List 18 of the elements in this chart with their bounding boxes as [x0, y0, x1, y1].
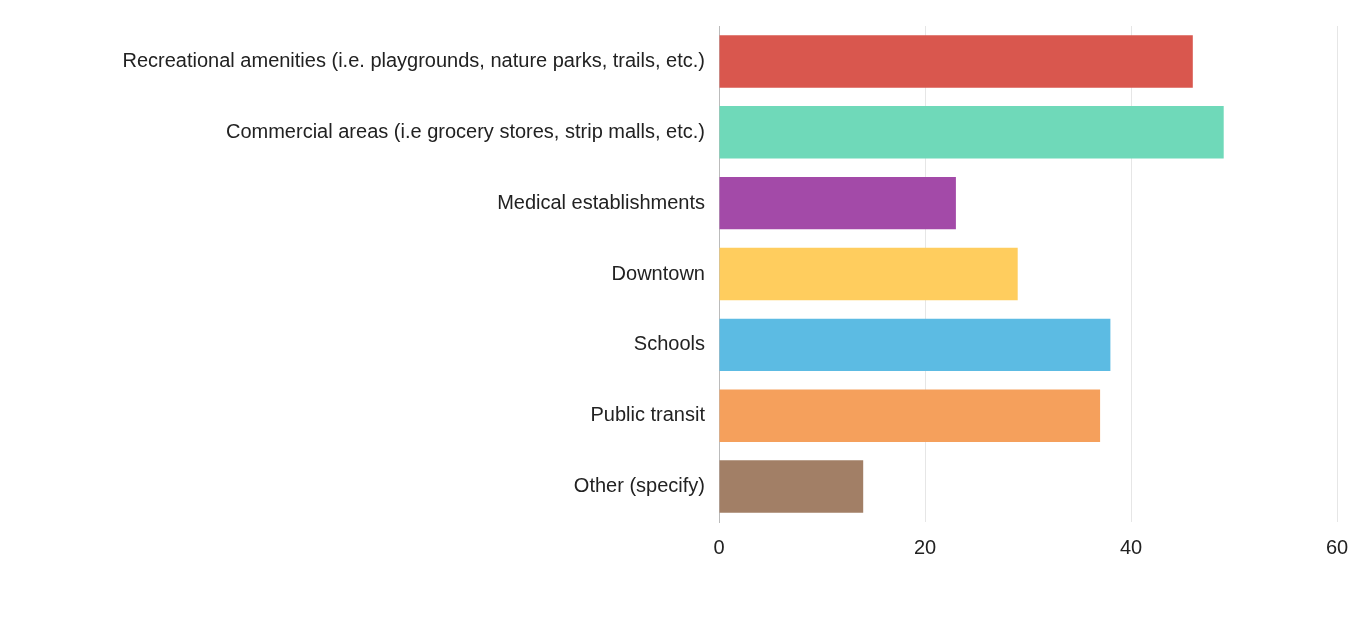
x-tick-label: 40	[1119, 535, 1143, 558]
bar	[719, 389, 1101, 442]
x-tick-label: 20	[913, 535, 937, 558]
x-tick-label: 60	[1325, 535, 1349, 558]
bar	[719, 176, 956, 230]
bar	[719, 318, 1111, 372]
bar	[719, 35, 1193, 88]
bar	[719, 106, 1224, 159]
y-tick-label: Commercial areas (i.e grocery stores, strip malls, etc.)	[225, 119, 705, 142]
bar	[719, 460, 864, 513]
x-tick-label: 0	[713, 535, 725, 558]
y-tick-label: Schools	[633, 332, 705, 355]
y-tick-label: Public transit	[590, 403, 706, 426]
y-tick-label: Recreational amenities (i.e. playgrounds, nature parks, trails, etc.)	[122, 48, 705, 71]
bar	[719, 247, 1018, 301]
y-tick-label: Medical establishments	[497, 190, 705, 213]
y-tick-label: Downtown	[611, 261, 705, 284]
y-tick-label: Other (specify)	[573, 474, 705, 497]
